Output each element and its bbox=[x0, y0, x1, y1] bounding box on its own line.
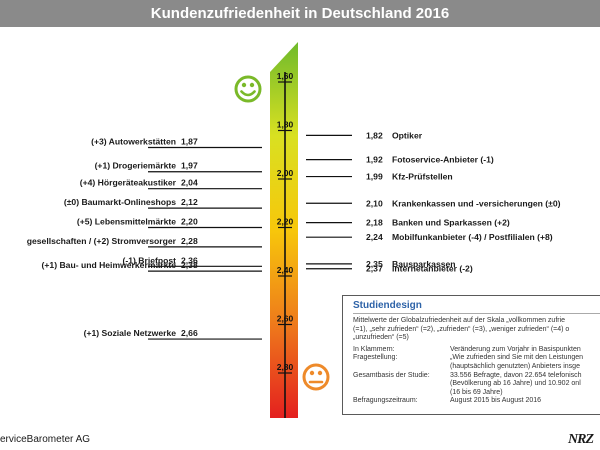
publisher-logo: NRZ bbox=[568, 432, 594, 447]
right-item-label: Kfz-Prüfstellen bbox=[392, 172, 453, 182]
right-item-value: 2,24 bbox=[366, 232, 383, 242]
right-item-label: Fotoservice-Anbieter (-1) bbox=[392, 155, 494, 165]
left-item-value: 1,87 bbox=[181, 136, 198, 146]
study-row-line: „Wie zufrieden sind Sie mit den Leistung… bbox=[450, 354, 584, 362]
left-item-value: 2,66 bbox=[181, 328, 198, 338]
study-row-line: (Bevölkerung ab 16 Jahre) und 10.902 onl bbox=[450, 380, 581, 388]
study-row-key: Gesamtbasis der Studie: bbox=[353, 371, 430, 379]
happy-face-icon bbox=[234, 75, 262, 103]
left-item-label: (+1) Drogeriemärkte bbox=[95, 161, 177, 171]
right-item-value: 2,37 bbox=[366, 264, 383, 274]
study-row-value: August 2015 bis August 2016 bbox=[450, 397, 583, 406]
left-item-label: (+4) Hörgeräteakustiker bbox=[80, 178, 177, 188]
scale-tick-label: 1,80 bbox=[277, 120, 294, 130]
scale-tick-label: 2,40 bbox=[277, 265, 294, 275]
left-item-value: 2,04 bbox=[181, 178, 198, 188]
study-description-line: Mittelwerte der Globalzufriedenheit auf … bbox=[353, 317, 566, 324]
left-item-label: (+5) Lebensmittelmärkte bbox=[77, 217, 176, 227]
study-design-box: Studiendesign Mittelwerte der Globalzufr… bbox=[342, 295, 600, 415]
left-item-label: (-1) Briefpost bbox=[123, 255, 177, 265]
right-item-value: 1,82 bbox=[366, 130, 383, 140]
study-row-line: August 2015 bis August 2016 bbox=[450, 397, 542, 405]
scale-tick-label: 2,60 bbox=[277, 314, 294, 324]
right-item-label: Mobilfunkanbieter (-4) / Postfilialen (+… bbox=[392, 232, 553, 242]
study-description-line: (=1), „sehr zufrieden“ (=2), „zufrieden“… bbox=[353, 325, 570, 333]
scale-tick-label: 2,80 bbox=[277, 362, 294, 372]
left-item-label: (+3) Autowerkstätten bbox=[91, 136, 176, 146]
left-item-value: 2,20 bbox=[181, 217, 198, 227]
right-item-label: Optiker bbox=[392, 130, 423, 140]
study-row-line: Veränderung zum Vorjahr in Basispunkten bbox=[450, 345, 581, 353]
source-credit: erviceBarometer AG bbox=[0, 434, 91, 445]
left-item-label: (+1) Bau- und Heimwerkermärkte bbox=[42, 260, 177, 270]
right-item-label: Banken und Sparkassen (+2) bbox=[392, 218, 510, 228]
right-item-label: Bausparkassen bbox=[392, 259, 456, 269]
right-item-value: 1,99 bbox=[366, 172, 383, 182]
study-description: Mittelwerte der Globalzufriedenheit auf … bbox=[353, 317, 600, 343]
left-item-value: 2,38 bbox=[181, 260, 198, 270]
study-row: In Klammern: Veränderung zum Vorjahr in … bbox=[353, 346, 583, 355]
study-row-key: Fragestellung: bbox=[353, 354, 398, 362]
right-item-value: 2,10 bbox=[366, 198, 383, 208]
left-item-label: (±0) Baumarkt-Onlineshops bbox=[64, 197, 176, 207]
chart-title: Kundenzufriedenheit in Deutschland 2016 bbox=[0, 0, 600, 27]
scale-tick-label: 2,20 bbox=[277, 217, 294, 227]
study-row: Gesamtbasis der Studie: 33.556 Befragte,… bbox=[353, 372, 583, 398]
right-item-label: Internetanbieter (-2) bbox=[392, 264, 473, 274]
study-row-key: In Klammern: bbox=[353, 345, 395, 353]
right-item-value: 2,18 bbox=[366, 218, 383, 228]
study-row-key: Befragungszeitraum: bbox=[353, 397, 418, 405]
right-item-value: 1,92 bbox=[366, 155, 383, 165]
left-item-value: 1,97 bbox=[181, 161, 198, 171]
study-details-table: In Klammern: Veränderung zum Vorjahr in … bbox=[353, 346, 583, 406]
right-item-value: 2,35 bbox=[366, 259, 383, 269]
sad-face-icon bbox=[302, 363, 330, 391]
study-row-value: „Wie zufrieden sind Sie mit den Leistung… bbox=[450, 354, 583, 371]
study-row-value: Veränderung zum Vorjahr in Basispunkten bbox=[450, 346, 583, 355]
left-item-label: gesellschaften / (+2) Stromversorger bbox=[27, 236, 177, 246]
left-item-value: 2,36 bbox=[181, 255, 198, 265]
study-row-value: 33.556 Befragte, davon 22.654 telefonisc… bbox=[450, 372, 583, 398]
scale-tick-label: 2,00 bbox=[277, 168, 294, 178]
right-item-label: Krankenkassen und -versicherungen (±0) bbox=[392, 198, 561, 208]
study-design-title: Studiendesign bbox=[353, 299, 600, 314]
scale-tick-label: 1,60 bbox=[277, 71, 294, 81]
study-row-line: (hauptsächlich genutzten) Anbieters insg… bbox=[450, 362, 580, 370]
study-row-line: 33.556 Befragte, davon 22.654 telefonisc… bbox=[450, 371, 582, 379]
left-item-value: 2,28 bbox=[181, 236, 198, 246]
left-item-value: 2,12 bbox=[181, 197, 198, 207]
study-row: Befragungszeitraum: August 2015 bis Augu… bbox=[353, 397, 583, 406]
left-item-label: (+1) Soziale Netzwerke bbox=[84, 328, 177, 338]
study-row: Fragestellung: „Wie zufrieden sind Sie m… bbox=[353, 354, 583, 371]
study-row-line: (16 bis 69 Jahre) bbox=[450, 388, 503, 396]
study-description-line: „unzufrieden“ (=5) bbox=[353, 334, 409, 342]
